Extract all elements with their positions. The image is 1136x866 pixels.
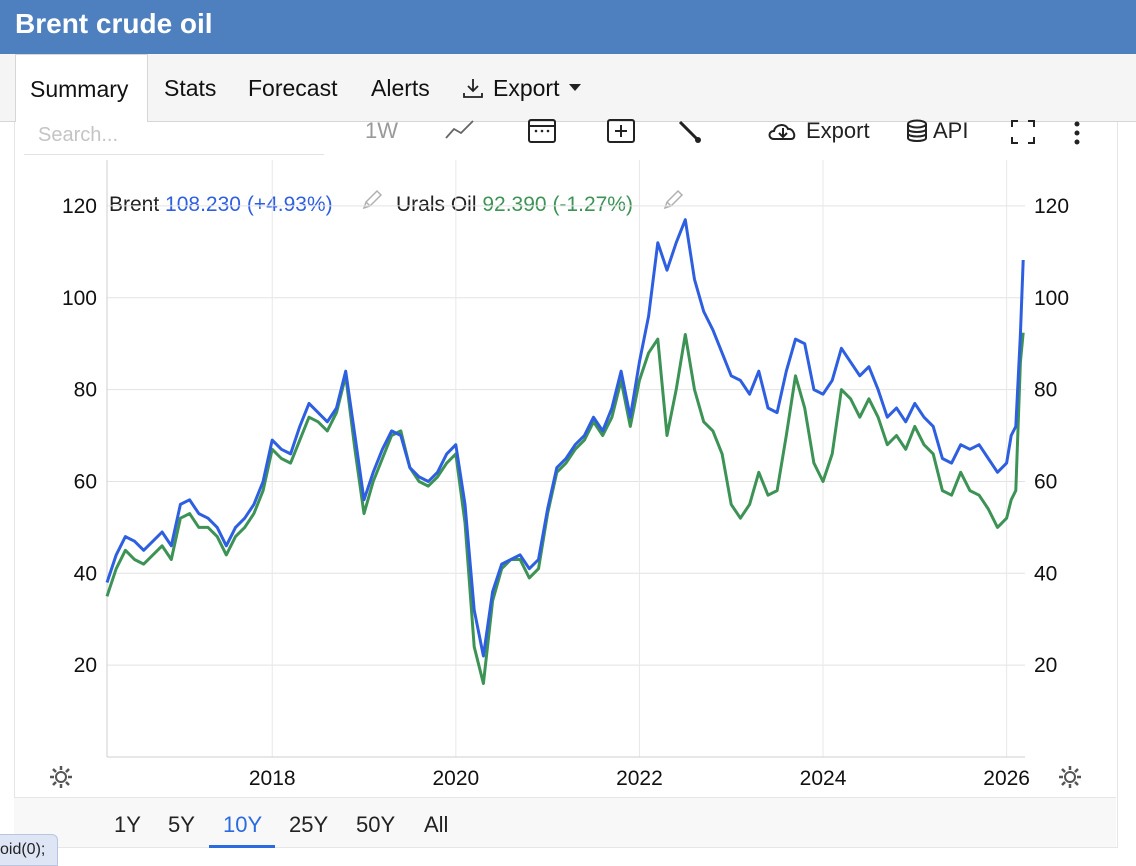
interval-label: 1W xyxy=(365,118,398,143)
database-icon xyxy=(907,119,927,142)
add-comparison-button[interactable] xyxy=(606,118,636,144)
series-line-brent xyxy=(105,218,1025,658)
settings-tool-button[interactable] xyxy=(676,118,704,146)
y-tick-label-right: 80 xyxy=(1034,379,1057,402)
y-tick-label-left: 40 xyxy=(74,562,97,585)
range-50y-label: 50Y xyxy=(356,812,396,837)
y-tick-label-right: 120 xyxy=(1034,195,1069,218)
y-tick-label-left: 20 xyxy=(74,654,97,677)
x-tick-label: 2018 xyxy=(249,767,296,790)
range-selector xyxy=(14,797,1116,847)
x-tick-label: 2020 xyxy=(432,767,479,790)
range-5y-button[interactable]: 5Y xyxy=(168,812,195,838)
caret-down-icon xyxy=(569,84,581,91)
y-tick-label-left: 120 xyxy=(62,195,97,218)
status-link-tooltip: oid(0); xyxy=(0,834,58,866)
tab-export-label: Export xyxy=(493,75,560,101)
chart-series xyxy=(105,218,1025,685)
chart-grid xyxy=(107,160,1025,757)
tab-alerts-label: Alerts xyxy=(371,75,430,101)
tab-stats[interactable]: Stats xyxy=(164,54,216,122)
tab-summary-label: Summary xyxy=(30,76,129,102)
y-tick-label-left: 100 xyxy=(62,287,97,310)
legend-brent-name: Brent xyxy=(109,193,160,216)
legend-brent-value: 108.230 xyxy=(165,193,241,216)
calendar-icon xyxy=(528,119,556,143)
tab-summary[interactable]: Summary xyxy=(15,54,148,123)
y-tick-label-right: 100 xyxy=(1034,287,1069,310)
export-label: Export xyxy=(806,118,870,143)
y-tick-label-right: 20 xyxy=(1034,654,1057,677)
range-1y-label: 1Y xyxy=(114,812,141,837)
tab-export[interactable]: Export xyxy=(461,54,583,122)
range-50y-button[interactable]: 50Y xyxy=(356,812,395,838)
x-tick-label: 2024 xyxy=(800,767,847,790)
range-5y-label: 5Y xyxy=(168,812,195,837)
tab-stats-label: Stats xyxy=(164,75,217,101)
range-all-button[interactable]: All xyxy=(424,812,448,838)
y-tick-label-left: 80 xyxy=(74,379,97,402)
tab-strip: Summary Stats Forecast Alerts Export xyxy=(0,54,1136,123)
status-link-text: oid(0); xyxy=(0,841,46,858)
legend-brent[interactable]: Brent 108.230 (+4.93%) xyxy=(109,193,333,217)
page-title: Brent crude oil xyxy=(15,8,213,39)
fullscreen-button[interactable] xyxy=(1009,118,1037,146)
tab-alerts[interactable]: Alerts xyxy=(371,54,430,122)
chart-panel xyxy=(14,122,1118,848)
y-tick-label-right: 40 xyxy=(1034,562,1057,585)
range-25y-button[interactable]: 25Y xyxy=(289,812,328,838)
more-menu-button[interactable] xyxy=(1072,120,1082,146)
legend-urals-value: 92.390 xyxy=(482,193,547,216)
chart-type-button[interactable] xyxy=(444,118,476,140)
legend-urals-name: Urals Oil xyxy=(396,193,477,216)
wrench-icon xyxy=(678,120,701,143)
calendar-button[interactable] xyxy=(527,118,557,144)
tab-forecast[interactable]: Forecast xyxy=(248,54,337,122)
range-all-label: All xyxy=(424,812,449,837)
api-label: API xyxy=(933,118,969,143)
line-chart-icon xyxy=(445,120,474,139)
y-tick-label-left: 60 xyxy=(74,470,97,493)
plus-box-icon xyxy=(607,119,635,143)
cloud-download-icon xyxy=(768,124,796,140)
x-tick-label: 2022 xyxy=(616,767,663,790)
range-25y-label: 25Y xyxy=(289,812,329,837)
interval-button[interactable]: 1W xyxy=(365,118,398,144)
active-range-underline xyxy=(209,845,275,848)
search-input[interactable] xyxy=(24,117,324,155)
legend-brent-change: (+4.93%) xyxy=(246,193,333,216)
right-axis-settings-gear-icon[interactable] xyxy=(1057,764,1083,790)
download-icon xyxy=(463,79,483,98)
title-bar: Brent crude oil xyxy=(0,0,1136,54)
legend-urals-change: (-1.27%) xyxy=(552,193,633,216)
legend-urals[interactable]: Urals Oil 92.390 (-1.27%) xyxy=(396,193,633,217)
y-tick-label-right: 60 xyxy=(1034,470,1057,493)
vertical-dots-icon xyxy=(1074,121,1080,145)
range-1y-button[interactable]: 1Y xyxy=(114,812,141,838)
tab-forecast-label: Forecast xyxy=(248,75,338,101)
fullscreen-icon xyxy=(1011,120,1035,144)
range-10y-label: 10Y xyxy=(223,812,263,837)
range-10y-button[interactable]: 10Y xyxy=(223,812,262,838)
left-axis-settings-gear-icon[interactable] xyxy=(48,764,74,790)
series-line-urals-oil xyxy=(105,332,1025,685)
x-tick-label: 2026 xyxy=(983,767,1030,790)
